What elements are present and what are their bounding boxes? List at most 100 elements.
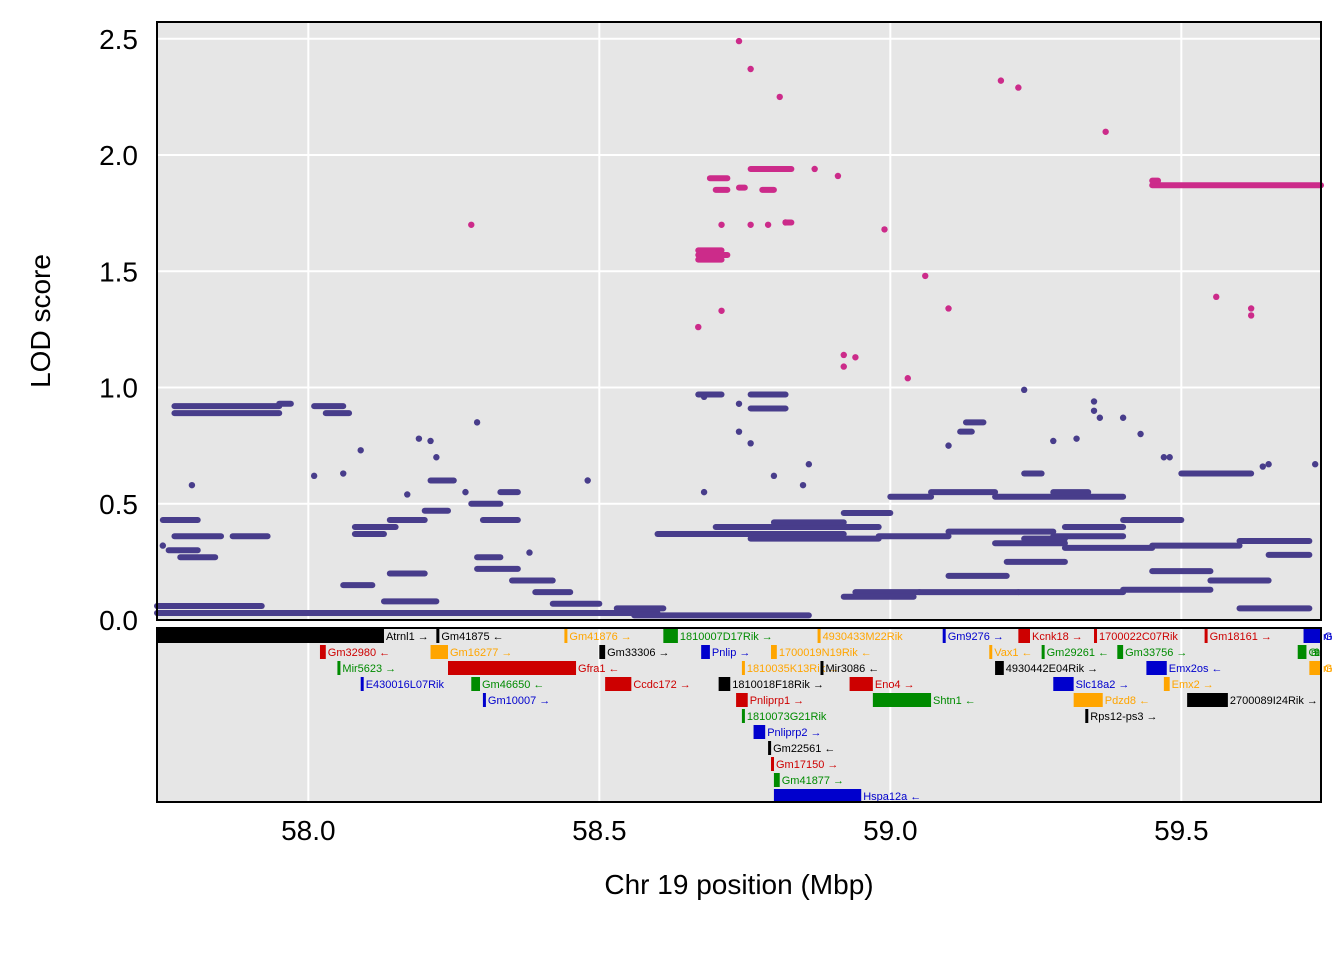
- gene-body: [753, 725, 766, 739]
- gene-body: [430, 645, 448, 659]
- gene-body: [157, 629, 384, 643]
- gene-name: 1810073G21Rik: [747, 711, 827, 723]
- lod-point: [718, 221, 725, 228]
- lod-point: [840, 363, 847, 370]
- gene-label: Gm9276 →: [948, 631, 1004, 643]
- gene-strand: →: [385, 663, 396, 675]
- plot-border: [156, 21, 1322, 621]
- gene-body: [482, 693, 486, 707]
- gene-name: Gm33306: [607, 647, 655, 659]
- gene-strand: →: [1072, 631, 1083, 643]
- lod-point-run: [1061, 524, 1127, 531]
- gene-body: [1187, 693, 1228, 707]
- y-tick-label: 2.5: [99, 24, 138, 55]
- gene-label: Atrnl1 →: [386, 631, 429, 643]
- gene-label: Gm41875 ←: [441, 631, 503, 643]
- gene-name: 1810007D17Rik: [680, 631, 759, 643]
- lod-point: [357, 447, 364, 454]
- gene-strand: →: [1176, 647, 1187, 659]
- gene-strand: →: [1146, 711, 1157, 723]
- y-axis-ticks: 0.0 0.5 1.0 1.5 2.0 2.5: [99, 24, 138, 636]
- gene-label: Gm17150 →: [776, 759, 838, 771]
- gene-label: Shtn1 ←: [933, 695, 976, 707]
- lod-point: [700, 488, 708, 496]
- gene-Gm33756: Gm33756 →: [1117, 645, 1187, 659]
- lod-point-run: [1120, 517, 1185, 524]
- gene-grid-lines: [307, 628, 1183, 802]
- lod-point-run: [747, 535, 882, 542]
- lod-point-run: [1015, 589, 1127, 596]
- gene-name: 1810035K13Rik: [747, 663, 826, 675]
- lod-point-run: [1003, 558, 1068, 565]
- gene-label: Pnlip →: [712, 647, 750, 659]
- gene-label: 1810018F18Rik →: [732, 679, 824, 691]
- lod-point: [427, 437, 434, 445]
- lod-point-run: [1178, 470, 1255, 477]
- gene-Mir3086: Mir3086 ←: [820, 661, 879, 675]
- lod-point-run: [479, 517, 521, 524]
- gene-strand: →: [827, 759, 838, 771]
- gene-body: [872, 693, 932, 707]
- gene-label: Gm41877 →: [782, 775, 844, 787]
- lod-point: [1311, 461, 1319, 468]
- lod-point-run: [1120, 586, 1214, 593]
- lod-point-run: [380, 598, 440, 605]
- gene-body: [1041, 645, 1045, 659]
- lod-point: [805, 461, 813, 468]
- gene-strand: ←: [1022, 647, 1033, 659]
- gene-name: Gm32980: [328, 647, 376, 659]
- gene-body: [1018, 629, 1030, 643]
- gene-body: [773, 789, 862, 803]
- gene-body: [849, 677, 873, 691]
- lod-point-run: [427, 477, 457, 484]
- y-tick-label: 0.0: [99, 605, 138, 636]
- lod-point-run: [159, 517, 201, 524]
- gene-strand: ←: [910, 791, 921, 803]
- lod-point: [747, 221, 754, 228]
- gene-label: 1810073G21Rik: [747, 711, 827, 723]
- lod-point-run: [613, 605, 667, 612]
- gene-Gm46650: Gm46650 ←: [471, 677, 544, 691]
- lod-point: [1247, 312, 1255, 319]
- lod-points: [154, 37, 1324, 619]
- y-tick-label: 0.5: [99, 489, 138, 520]
- gene-body: [448, 661, 577, 675]
- gene-label: Gm18161 →: [1210, 631, 1272, 643]
- gene-label: Kcnk18 →: [1032, 631, 1083, 643]
- gene-name: Gm46650: [482, 679, 530, 691]
- lod-point: [770, 472, 778, 480]
- lod-point: [159, 542, 167, 549]
- gene-strand: ←: [1098, 647, 1109, 659]
- gene-name: Emx2os: [1169, 663, 1209, 675]
- lod-point-run: [1149, 542, 1243, 549]
- gene-strand: →: [1261, 631, 1272, 643]
- lod-point-run: [386, 517, 428, 524]
- gene-strand: ←: [965, 695, 976, 707]
- gene-body: [1303, 629, 1321, 643]
- gene-1700019N19Rik: 1700019N19Rik ←: [771, 645, 872, 659]
- gene-name: Gfra1: [578, 663, 606, 675]
- gene-label: Hspa12a ←: [863, 791, 921, 803]
- y-tick-label: 2.0: [99, 140, 138, 171]
- gene-track: Atrnl1 → Gm41875 ← Gm41876 → 1810007D17Rik → 493…: [157, 629, 1333, 803]
- gene-body: [701, 645, 710, 659]
- lod-point: [1090, 398, 1098, 405]
- gene-name: Atrnl1: [386, 631, 415, 643]
- gene-body: [1204, 629, 1208, 643]
- lod-point-run: [759, 186, 777, 193]
- gene-body: [817, 629, 821, 643]
- gene-strand: →: [1087, 663, 1098, 675]
- y-tick-label: 1.5: [99, 256, 138, 287]
- lod-point-run: [171, 533, 225, 540]
- gene-Ccdc172: Ccdc172 →: [605, 677, 691, 691]
- lod-point-run: [1149, 182, 1324, 189]
- lod-point-run: [1207, 577, 1272, 584]
- gene-Emx2os: Emx2os ←: [1146, 661, 1223, 675]
- gene-1810007D17Rik: 1810007D17Rik →: [663, 629, 773, 643]
- lod-point-run: [928, 489, 999, 496]
- gene-name: Gm: [1323, 631, 1333, 643]
- lod-point-run: [532, 589, 574, 596]
- lod-point-run: [1050, 489, 1092, 496]
- gene-name: Ccdc172: [633, 679, 676, 691]
- gene-name: Gm: [1323, 663, 1333, 675]
